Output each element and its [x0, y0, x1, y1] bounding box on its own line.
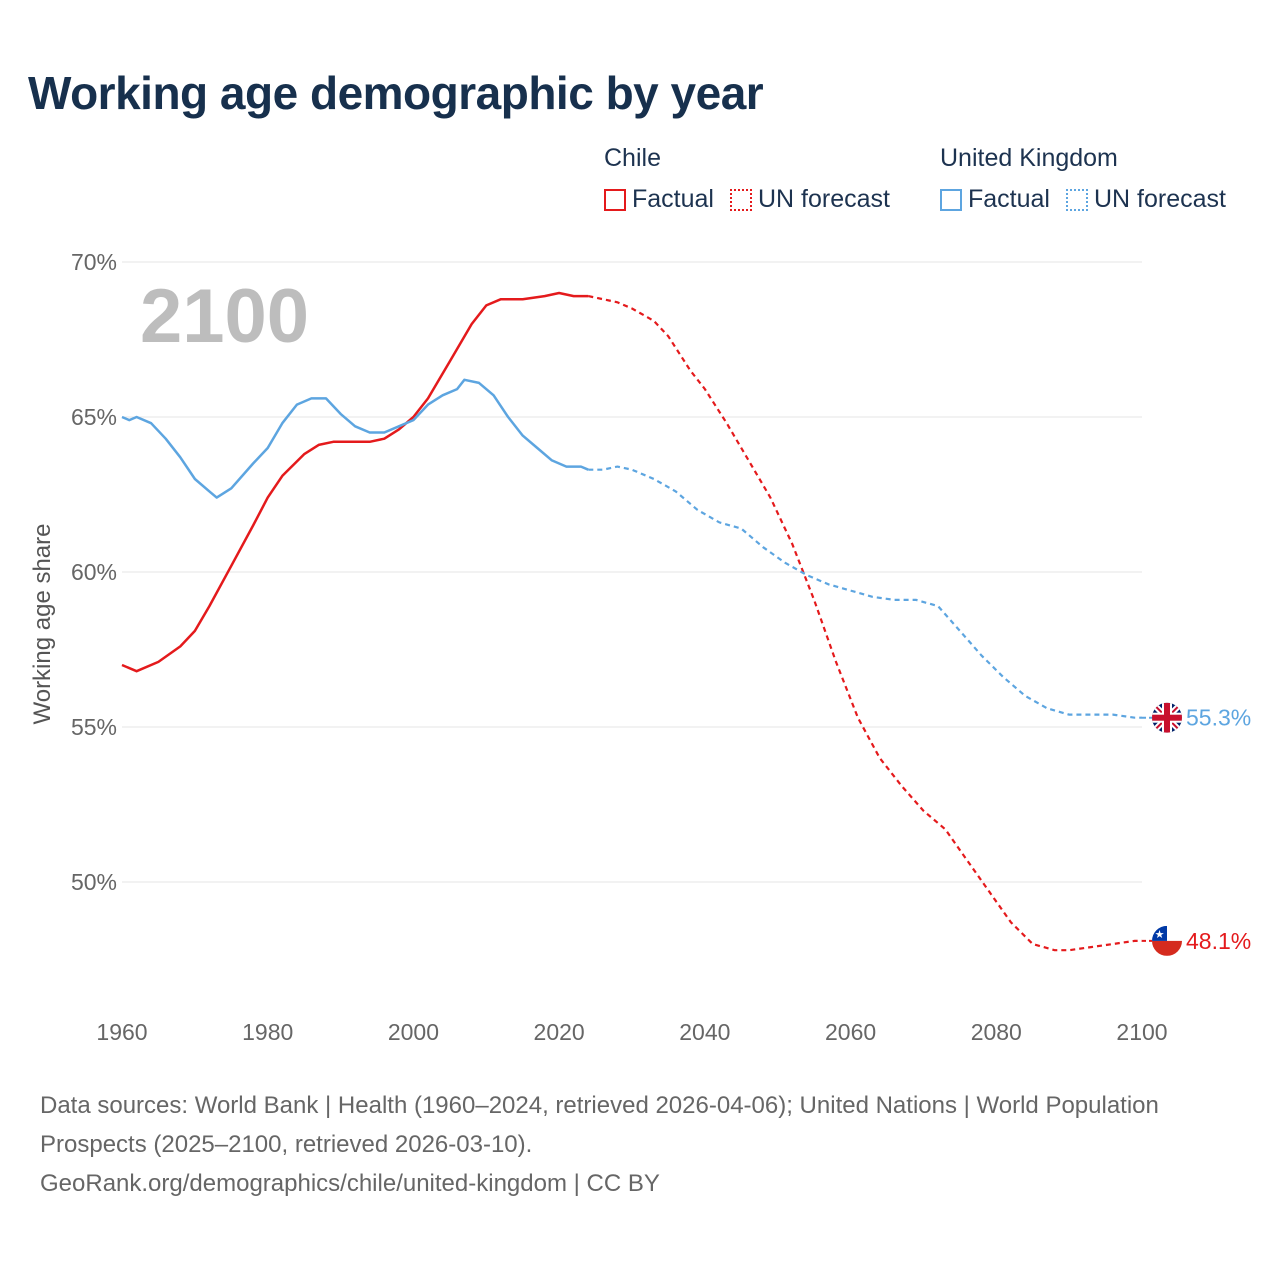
legend-item-chile-factual[interactable]: Factual	[604, 185, 714, 214]
legend-country-name: United Kingdom	[940, 144, 1118, 172]
chile-flag-icon: ★	[1152, 925, 1182, 956]
legend-group-chile: Chile Factual UN forecast	[604, 144, 890, 214]
x-tick-label: 1960	[96, 1019, 147, 1045]
legend-group-united-kingdom: United Kingdom Factual UN forecast	[940, 144, 1226, 214]
flag-star: ★	[1155, 928, 1165, 941]
series-line-factual-1	[121, 378, 589, 499]
legend-item-chile-forecast[interactable]: UN forecast	[729, 185, 890, 214]
series-line-forecast-1	[588, 465, 1142, 719]
swatch-uk-forecast	[1065, 188, 1088, 211]
x-tick-label: 2000	[388, 1019, 439, 1045]
y-tick-label: 70%	[71, 249, 117, 275]
legend-label: UN forecast	[757, 185, 890, 213]
x-tick-label: 2020	[534, 1019, 585, 1045]
series-line-factual-0	[121, 291, 589, 673]
x-tick-label: 2080	[971, 1019, 1022, 1045]
swatch-chile-factual	[604, 188, 626, 211]
flag-red-band	[1152, 940, 1182, 956]
y-tick-label: 50%	[71, 869, 117, 895]
x-tick-label: 2100	[1116, 1019, 1167, 1045]
y-axis-label: Working age share	[29, 524, 56, 725]
legend-label: UN forecast	[1093, 185, 1226, 213]
x-tick-label: 2060	[825, 1019, 876, 1045]
y-tick-label: 65%	[71, 404, 117, 430]
y-tick-label: 55%	[71, 714, 117, 740]
legend-label: Factual	[632, 185, 714, 213]
series-line-forecast-0	[588, 295, 1142, 952]
legend-item-uk-forecast[interactable]: UN forecast	[1065, 185, 1226, 214]
legend-item-uk-factual[interactable]: Factual	[940, 185, 1050, 214]
data-sources: Data sources: World Bank | Health (1960–…	[40, 1092, 1159, 1158]
legend-label: Factual	[968, 185, 1050, 213]
flag-cross-red	[1152, 714, 1182, 721]
y-tick-label: 60%	[71, 559, 117, 585]
legend-country-name: Chile	[604, 144, 661, 172]
chart-title: Working age demographic by year	[28, 67, 764, 119]
end-value-label: 48.1%	[1186, 928, 1251, 954]
swatch-chile-forecast	[729, 188, 752, 211]
united-kingdom-flag-icon	[1152, 702, 1182, 733]
attribution: GeoRank.org/demographics/chile/united-ki…	[40, 1170, 660, 1197]
year-watermark: 2100	[140, 274, 309, 359]
swatch-uk-factual	[940, 188, 962, 211]
x-tick-label: 1980	[242, 1019, 293, 1045]
end-value-label: 55.3%	[1186, 705, 1251, 731]
footer: Data sources: World Bank | Health (1960–…	[40, 1086, 1240, 1203]
x-tick-label: 2040	[679, 1019, 730, 1045]
